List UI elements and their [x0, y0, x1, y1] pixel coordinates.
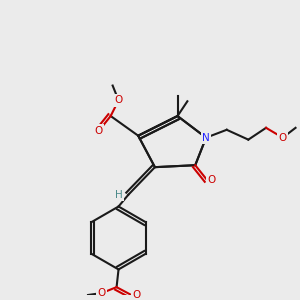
Text: H: H — [115, 190, 122, 200]
Text: O: O — [95, 126, 103, 136]
Text: O: O — [114, 95, 123, 105]
Text: O: O — [132, 290, 140, 300]
Text: O: O — [208, 175, 216, 185]
Text: O: O — [279, 133, 287, 143]
Text: O: O — [98, 288, 106, 298]
Text: N: N — [202, 133, 210, 143]
